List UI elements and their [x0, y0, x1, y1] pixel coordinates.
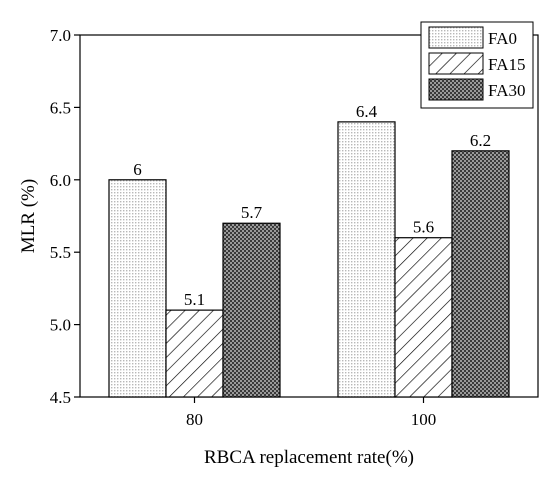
data-label: 6.4 [356, 102, 378, 121]
legend-swatch-fa0 [428, 26, 484, 49]
bar-fa15-100 [394, 237, 453, 398]
bar-group [108, 121, 510, 398]
x-tick-label: 100 [411, 410, 437, 429]
legend: FA0 FA15 FA30 [420, 21, 534, 109]
x-axis: 80 100 [186, 397, 436, 429]
y-tick-label: 6.5 [50, 98, 71, 117]
x-tick-label: 80 [186, 410, 203, 429]
data-labels: 6 5.1 5.7 6.4 5.6 6.2 [133, 102, 491, 309]
bar-fa0-80 [108, 179, 167, 398]
bar-fa30-100 [451, 150, 510, 398]
legend-swatch-fa15 [428, 52, 484, 75]
data-label: 6 [133, 160, 142, 179]
plot-frame [79, 34, 539, 398]
legend-label: FA15 [488, 55, 525, 74]
data-label: 5.1 [184, 290, 205, 309]
bar-fa15-80 [165, 309, 224, 398]
data-label: 6.2 [470, 131, 491, 150]
y-axis-title: MLR (%) [18, 179, 39, 253]
bar-fa30-80 [222, 222, 281, 398]
y-tick-label: 5.0 [50, 316, 71, 335]
legend-swatch-fa30 [428, 78, 484, 101]
legend-label: FA30 [488, 81, 525, 100]
y-tick-label: 4.5 [50, 388, 71, 407]
legend-label: FA0 [488, 29, 517, 48]
y-tick-label: 6.0 [50, 171, 71, 190]
data-label: 5.6 [413, 218, 434, 237]
bar-fa0-100 [337, 121, 396, 398]
y-tick-label: 5.5 [50, 243, 71, 262]
x-axis-title: RBCA replacement rate(%) [204, 447, 414, 468]
y-tick-label: 7.0 [50, 26, 71, 45]
data-label: 5.7 [241, 203, 263, 222]
y-axis: 4.5 5.0 5.5 6.0 6.5 7.0 [50, 26, 80, 407]
